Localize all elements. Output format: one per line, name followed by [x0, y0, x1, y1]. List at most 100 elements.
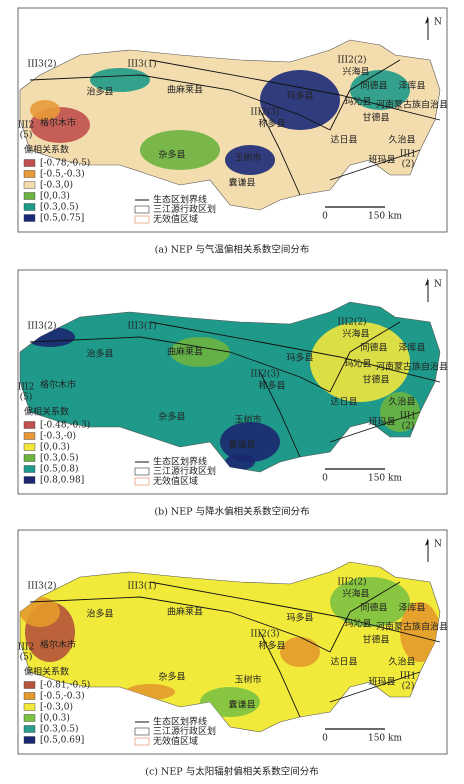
legend-label: [-0.3,0) [40, 702, 73, 713]
boundary-legend-label: 无效值区域 [153, 735, 198, 747]
legend-label: [0.5,0.8) [40, 464, 79, 475]
place-label: 曲麻莱县 [167, 606, 203, 618]
scale-label: 0 [322, 212, 328, 222]
place-label: 班玛县 [368, 416, 395, 428]
place-label: 玛多县 [286, 352, 313, 364]
place-label: 兴海县 [342, 328, 369, 340]
place-label: 久治县 [388, 396, 415, 408]
legend-label: [-0.3,-0) [40, 431, 76, 442]
place-label: III2(3) [250, 629, 279, 640]
legend-label: [0.3,0.5) [40, 202, 79, 213]
map-patch [220, 422, 280, 462]
place-label: 同德县 [360, 342, 387, 354]
north-label: N [434, 18, 442, 28]
eco-boundary [29, 336, 331, 393]
legend-label: [0.5,0.75] [40, 214, 84, 224]
map-frame [17, 7, 448, 233]
place-label: 玛沁县 [344, 619, 371, 630]
boundary-legend-label: 生态区划界线 [153, 456, 207, 468]
place-label: 称多县 [258, 640, 285, 652]
place-label: 泽库县 [398, 342, 425, 354]
map-frame [17, 529, 448, 755]
legend-label: [0.3,0.5) [40, 724, 79, 735]
place-label: 班玛县 [368, 676, 395, 688]
place-label: 甘德县 [362, 374, 389, 386]
legend-swatch [23, 181, 36, 189]
north-head [425, 538, 428, 546]
place-label: III1 [400, 412, 416, 422]
place-label: 河南蒙古族自治县 [376, 99, 448, 111]
legend-label: [-0.5,-0.3) [40, 169, 85, 180]
place-label: III2 [18, 643, 34, 653]
legend-swatch [23, 736, 36, 744]
eco-boundary [29, 74, 331, 131]
eco-boundary [259, 371, 301, 458]
place-label: (2) [402, 681, 415, 692]
legend-label: [-0.3,0) [40, 180, 73, 191]
eco-boundary [259, 109, 301, 196]
place-label: 格尔木市 [40, 117, 76, 129]
caption: (a) NEP 与气温偏相关系数空间分布 [155, 244, 310, 256]
place-label: 玛多县 [286, 90, 313, 102]
place-label: (5) [20, 652, 33, 663]
legend-label: [0,0.3) [40, 442, 70, 453]
legend-swatch [23, 170, 36, 178]
eco-boundary [149, 59, 441, 121]
place-label: III2 [18, 121, 34, 131]
caption: (b) NEP 与降水偏相关系数空间分布 [154, 506, 309, 518]
place-label: 甘德县 [362, 112, 389, 124]
place-label: 格尔木市 [40, 379, 76, 391]
map-patch [400, 602, 440, 662]
legend-swatch [23, 725, 36, 733]
map-patch [350, 70, 410, 110]
place-label: (5) [20, 130, 33, 141]
place-label: 玛沁县 [344, 97, 371, 108]
legend-label: [0,0.3) [40, 191, 70, 202]
place-label: 杂多县 [158, 411, 185, 423]
legend-admin [134, 727, 150, 736]
legend-label: [0.5,0.69] [40, 736, 84, 746]
legend-swatch [23, 714, 36, 722]
place-label: 泽库县 [398, 80, 425, 92]
place-label: 河南蒙古族自治县 [376, 621, 448, 633]
legend-swatch [23, 421, 36, 429]
legend-swatch [23, 476, 36, 484]
place-label: 泽库县 [398, 602, 425, 614]
place-label: III3(1) [127, 581, 156, 592]
place-label: 囊谦县 [228, 439, 255, 451]
place-label: 达日县 [330, 656, 357, 668]
place-label: 久治县 [388, 656, 415, 668]
place-label: III3(2) [27, 59, 56, 70]
map-patch [30, 100, 60, 120]
place-label: 治多县 [86, 348, 113, 360]
place-label: 兴海县 [342, 588, 369, 600]
legend-label: [0.3,0.5) [40, 453, 79, 464]
boundary-legend-label: 无效值区域 [153, 213, 198, 225]
legend-swatch [23, 681, 36, 689]
legend-swatch [23, 443, 36, 451]
place-label: 玛沁县 [344, 359, 371, 370]
place-label: III3(1) [127, 59, 156, 70]
place-label: 玉树市 [234, 414, 261, 426]
place-label: 治多县 [86, 86, 113, 98]
north-label: N [434, 280, 442, 290]
legend-swatch [23, 192, 36, 200]
legend-swatch [23, 703, 36, 711]
eco-boundary [329, 581, 401, 653]
map-patch [20, 597, 60, 627]
boundary-legend-label: 三江源行政区划 [153, 203, 216, 215]
legend-invalid [134, 477, 150, 486]
map-frame [17, 269, 448, 495]
boundary-legend-label: 无效值区域 [153, 475, 198, 487]
place-label: 甘德县 [362, 634, 389, 646]
place-label: 囊谦县 [228, 699, 255, 711]
place-label: 杂多县 [158, 149, 185, 161]
place-label: III3(2) [27, 321, 56, 332]
eco-boundary [329, 411, 421, 443]
legend-swatch [23, 692, 36, 700]
eco-boundary [149, 581, 441, 643]
